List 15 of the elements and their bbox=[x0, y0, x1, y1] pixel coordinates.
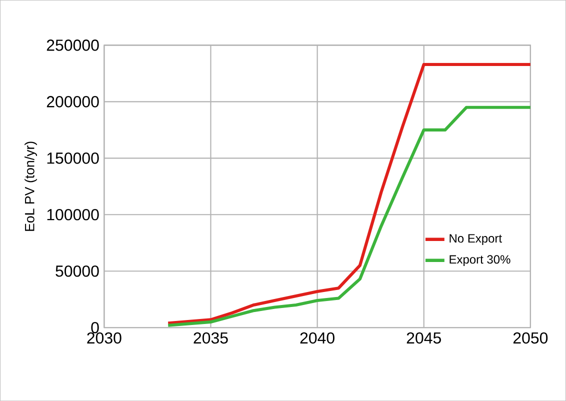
x-tick-label: 2050 bbox=[513, 332, 548, 344]
y-tick-label: 200000 bbox=[46, 96, 99, 108]
x-tick-label: 2040 bbox=[300, 332, 334, 344]
legend-label: Export 30% bbox=[450, 255, 510, 266]
y-tick-label: 100000 bbox=[47, 208, 99, 220]
x-tick-label: 2035 bbox=[194, 332, 228, 344]
legend-label: No Export bbox=[450, 234, 502, 245]
y-tick-label: 250000 bbox=[46, 40, 99, 51]
y-tick-label: 50000 bbox=[56, 265, 99, 277]
x-tick-label: 2030 bbox=[87, 332, 122, 344]
y-tick-label: 0 bbox=[91, 322, 99, 334]
x-tick-label: 2045 bbox=[406, 332, 441, 344]
line-series bbox=[166, 106, 530, 327]
y-tick-label: 150000 bbox=[47, 152, 99, 164]
y-axis-title: EoL PV (ton/yr) bbox=[24, 142, 37, 231]
